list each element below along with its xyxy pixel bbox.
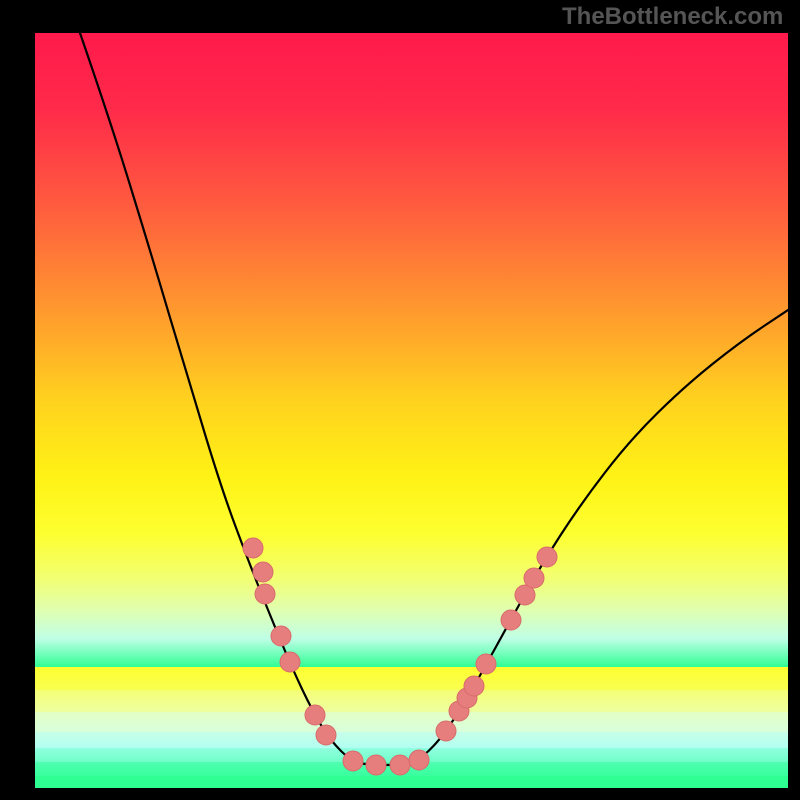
- data-marker: [271, 626, 291, 646]
- data-marker: [305, 705, 325, 725]
- plot-area: [35, 33, 788, 788]
- data-marker: [280, 652, 300, 672]
- gradient-band: [35, 667, 788, 690]
- data-marker: [464, 676, 484, 696]
- data-marker: [436, 721, 456, 741]
- gradient-background: [35, 33, 788, 667]
- data-marker: [390, 755, 410, 775]
- gradient-band: [35, 690, 788, 712]
- gradient-band: [35, 732, 788, 748]
- data-marker: [501, 610, 521, 630]
- data-marker: [524, 568, 544, 588]
- data-marker: [243, 538, 263, 558]
- data-marker: [537, 547, 557, 567]
- gradient-band: [35, 712, 788, 732]
- data-marker: [253, 562, 273, 582]
- data-marker: [316, 725, 336, 745]
- data-marker: [366, 755, 386, 775]
- watermark-text: TheBottleneck.com: [562, 3, 783, 31]
- data-marker: [409, 750, 429, 770]
- data-marker: [255, 584, 275, 604]
- data-marker: [476, 654, 496, 674]
- gradient-band: [35, 776, 788, 788]
- data-marker: [343, 751, 363, 771]
